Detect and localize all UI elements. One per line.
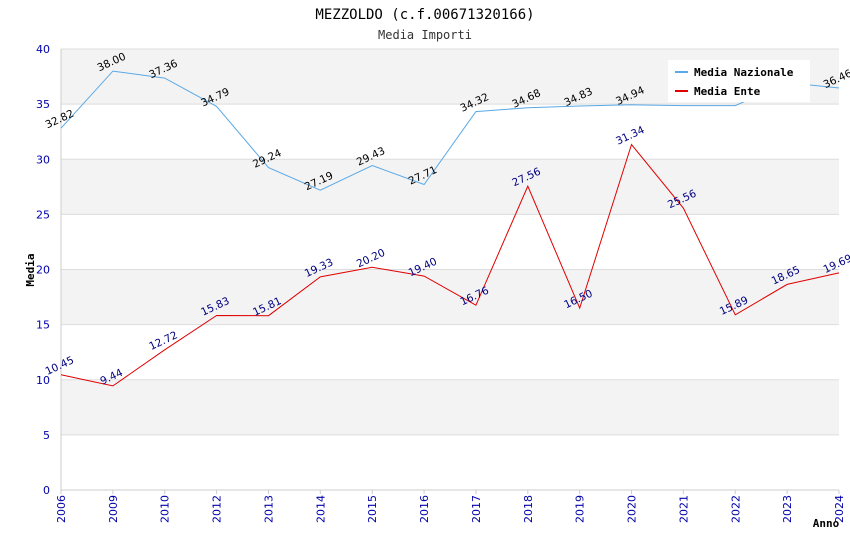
- x-tick-label: 2009: [107, 495, 120, 523]
- x-tick-label: 2014: [314, 495, 327, 523]
- grid-bands: [61, 49, 839, 490]
- y-tick-label: 30: [36, 153, 50, 166]
- y-axis-label: Media: [24, 253, 37, 286]
- y-tick-label: 40: [36, 43, 50, 56]
- x-tick-label: 2018: [522, 495, 535, 523]
- grid-band: [61, 214, 839, 270]
- x-tick-label: 2010: [159, 495, 172, 523]
- x-tick-label: 2019: [574, 495, 587, 523]
- y-tick-label: 35: [36, 98, 50, 111]
- grid-band: [61, 159, 839, 215]
- x-tick-label: 2012: [211, 495, 224, 523]
- series-line-nazionale: [60, 70, 840, 191]
- x-tick-label: 2020: [626, 495, 639, 523]
- grid-band: [61, 434, 839, 490]
- x-tick-label: 2023: [781, 495, 794, 523]
- grid-band: [61, 104, 839, 160]
- grid-band: [61, 269, 839, 325]
- x-tick-label: 2022: [729, 495, 742, 523]
- y-tick-labels: 0 5 10 15 20 25 30 35 40: [36, 43, 50, 497]
- x-tick-label: 2006: [55, 495, 68, 523]
- grid-band: [61, 324, 839, 380]
- x-tick-label: 2016: [418, 495, 431, 523]
- chart-title: MEZZOLDO (c.f.00671320166): [315, 7, 534, 23]
- legend-box: [668, 60, 810, 102]
- y-tick-label: 0: [43, 484, 50, 497]
- x-tick-label: 2024: [833, 495, 846, 523]
- series-line-ente: [60, 143, 840, 387]
- x-tick-label: 2021: [677, 495, 690, 523]
- legend: Media Nazionale Media Ente: [668, 60, 810, 102]
- series-lines: [60, 70, 840, 387]
- y-tick-label: 25: [36, 208, 50, 221]
- x-tick-label: 2015: [366, 495, 379, 523]
- y-tick-label: 20: [36, 264, 50, 277]
- x-axis-label: Anno: [813, 517, 840, 530]
- y-tick-label: 15: [36, 319, 50, 332]
- x-tick-labels: 2006 2009 2010 2012 2013 2014 2015 2016 2017 2018…: [55, 490, 846, 523]
- x-tick-label: 2013: [262, 495, 275, 523]
- y-tick-label: 5: [43, 429, 50, 442]
- axes: [60, 49, 839, 491]
- x-tick-label: 2017: [470, 495, 483, 523]
- legend-label-nazionale: Media Nazionale: [694, 66, 794, 79]
- grid-band: [61, 379, 839, 435]
- y-tick-label: 10: [36, 374, 50, 387]
- chart-subtitle: Media Importi: [378, 28, 472, 42]
- legend-label-ente: Media Ente: [694, 85, 761, 98]
